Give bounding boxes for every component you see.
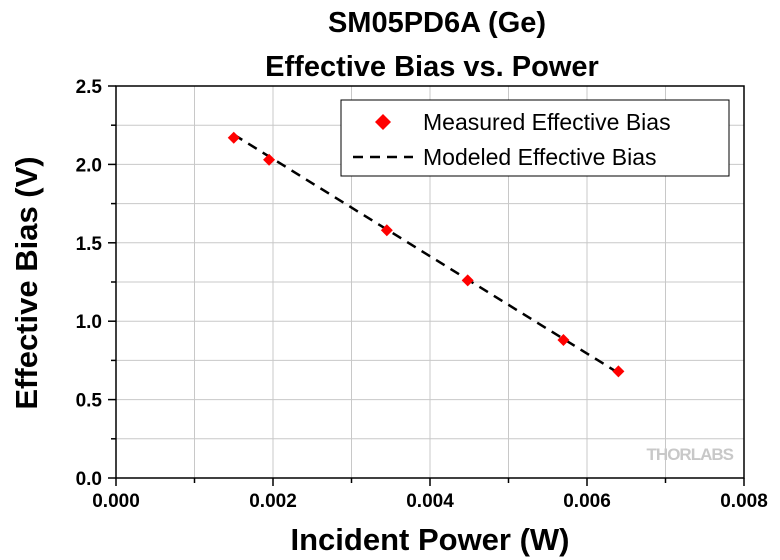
plot-frame: [115, 85, 745, 479]
legend-box: [340, 99, 730, 177]
x-tick-labels: 0.000 0.002 0.004 0.006 0.008: [92, 491, 768, 512]
legend: Measured Effective Bias Modeled Effectiv…: [340, 99, 730, 177]
y-tick-label: 1.5: [76, 234, 103, 255]
y-tick-label: 0.0: [76, 469, 102, 490]
modeled-bias-line: [233, 133, 620, 375]
x-tick-label: 0.008: [720, 491, 768, 512]
y-tick-labels: 0.0 0.5 1.0 1.5 2.0 2.5: [76, 77, 103, 490]
y-axis-title: Effective Bias (V): [9, 156, 44, 409]
measured-bias-point: [380, 224, 393, 237]
chart-title: SM05PD6A (Ge): [328, 7, 546, 39]
series-layer: [227, 131, 625, 378]
x-tick-label: 0.002: [249, 491, 297, 512]
chart-subtitle: Effective Bias vs. Power: [265, 51, 599, 83]
measured-bias-point: [461, 274, 474, 287]
x-axis-title: Incident Power (W): [291, 522, 570, 557]
measured-bias-point: [612, 365, 625, 378]
axis-ticks: [108, 85, 745, 486]
y-tick-label: 2.5: [76, 77, 103, 98]
legend-label-modeled: Modeled Effective Bias: [423, 144, 657, 170]
measured-bias-point: [263, 153, 276, 166]
x-tick-label: 0.004: [406, 491, 454, 512]
measured-bias-point: [227, 131, 240, 144]
x-tick-label: 0.000: [92, 491, 140, 512]
x-tick-label: 0.006: [563, 491, 611, 512]
legend-label-measured: Measured Effective Bias: [423, 109, 671, 135]
y-tick-label: 1.0: [76, 312, 102, 333]
measured-bias-point: [557, 334, 570, 347]
y-tick-label: 2.0: [76, 155, 102, 176]
legend-marker-diamond: [375, 114, 391, 130]
y-tick-label: 0.5: [76, 391, 103, 412]
thorlabs-watermark: THORLABS: [647, 445, 734, 464]
